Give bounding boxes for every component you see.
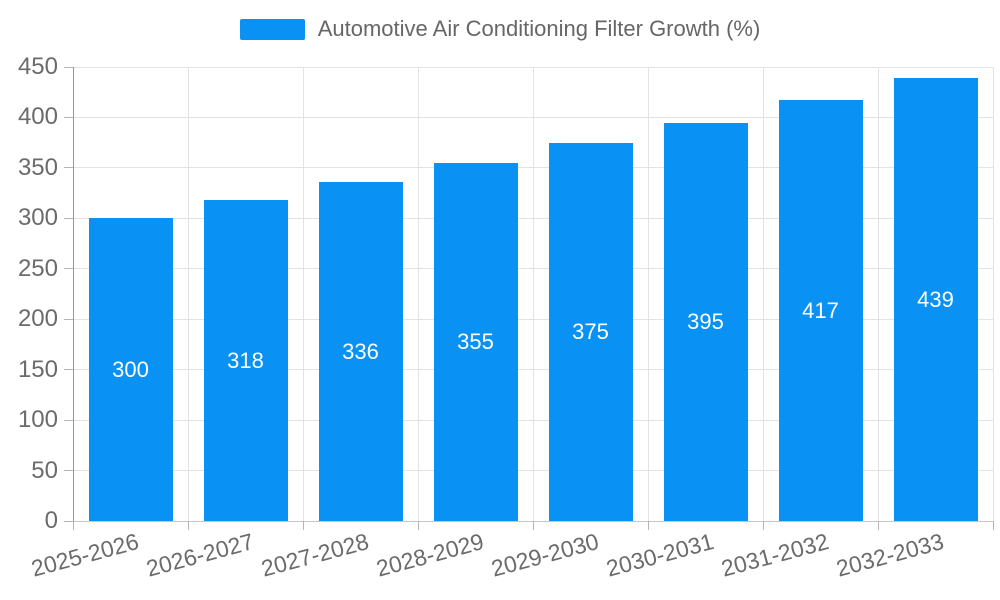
x-axis-tick-label: 2029-2030 <box>487 528 601 582</box>
bar[interactable] <box>203 200 288 521</box>
x-axis-tick <box>762 521 764 530</box>
grid-line-vertical <box>532 67 534 521</box>
bar-value-label: 417 <box>802 297 839 323</box>
legend-swatch <box>239 18 305 40</box>
bar-value-label: 336 <box>342 338 379 364</box>
y-axis-tick <box>64 318 73 320</box>
grid-line-vertical <box>992 67 994 521</box>
legend[interactable]: Automotive Air Conditioning Filter Growt… <box>0 16 1000 42</box>
bar[interactable] <box>548 142 633 521</box>
plot-area: 300 318 336 355 375 395 417 439 <box>73 66 994 521</box>
y-axis-tick <box>64 167 73 169</box>
bar[interactable] <box>893 78 978 521</box>
y-axis-tick-label: 0 <box>44 507 58 534</box>
grid-line-vertical <box>417 67 419 521</box>
bar-value-label: 375 <box>572 318 609 344</box>
legend-label: Automotive Air Conditioning Filter Growt… <box>317 16 761 41</box>
x-axis-tick <box>647 521 649 530</box>
x-axis-tick <box>532 521 534 530</box>
bar-value-label: 300 <box>112 356 149 382</box>
x-axis-tick <box>187 521 189 530</box>
bar[interactable] <box>318 182 403 521</box>
y-axis-tick <box>64 66 73 68</box>
x-axis-tick <box>72 521 74 530</box>
bar-value-label: 439 <box>917 286 954 312</box>
bar[interactable] <box>778 100 863 521</box>
y-axis-tick-label: 100 <box>17 406 58 434</box>
x-axis-tick <box>877 521 879 530</box>
y-axis-tick-label: 250 <box>17 254 58 282</box>
x-axis-tick-label: 2026-2027 <box>142 528 256 582</box>
y-axis-tick-label: 150 <box>17 355 58 383</box>
x-axis-tick-label: 2025-2026 <box>27 528 141 582</box>
bar-value-label: 318 <box>227 347 264 373</box>
y-axis-tick <box>64 520 73 522</box>
x-axis-tick-label: 2031-2032 <box>717 528 831 582</box>
x-axis-tick <box>302 521 304 530</box>
x-axis-tick-label: 2030-2031 <box>602 528 716 582</box>
bar[interactable] <box>88 218 173 521</box>
grid-line-vertical <box>187 67 189 521</box>
y-axis-tick-label: 300 <box>17 204 58 232</box>
y-axis-tick <box>64 470 73 472</box>
grid-line-vertical <box>302 67 304 521</box>
bar[interactable] <box>433 162 518 521</box>
x-axis-tick <box>417 521 419 530</box>
y-axis-tick-label: 200 <box>17 305 58 333</box>
y-axis-tick <box>64 217 73 219</box>
y-axis-tick-label: 50 <box>31 456 58 484</box>
x-axis-tick <box>992 521 994 530</box>
y-axis-tick <box>64 116 73 118</box>
y-axis-tick-label: 450 <box>17 53 58 80</box>
bar-value-label: 395 <box>687 308 724 334</box>
y-axis-tick <box>64 419 73 421</box>
x-axis-tick-label: 2027-2028 <box>257 528 371 582</box>
x-axis-tick-label: 2032-2033 <box>832 528 946 582</box>
y-axis-tick-label: 350 <box>17 153 58 181</box>
grid-line-vertical <box>647 67 649 521</box>
y-axis-tick-label: 400 <box>17 103 58 131</box>
x-axis-tick-label: 2028-2029 <box>372 528 486 582</box>
grid-line-vertical <box>877 67 879 521</box>
bar-value-label: 355 <box>457 328 494 354</box>
y-axis-line <box>73 67 74 522</box>
grid-line-vertical <box>762 67 764 521</box>
y-axis-tick <box>64 369 73 371</box>
bar[interactable] <box>663 122 748 521</box>
y-axis-tick <box>64 268 73 270</box>
